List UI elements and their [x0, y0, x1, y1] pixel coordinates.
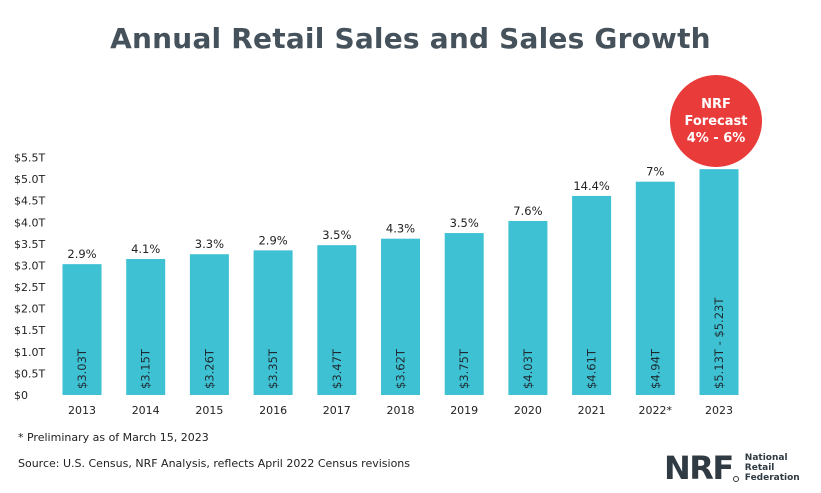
- bar: [62, 264, 102, 395]
- bar: [253, 250, 293, 395]
- x-tick-label: 2023: [705, 404, 733, 417]
- x-tick-label: 2019: [450, 404, 478, 417]
- y-axis: $0 $0.5T $1.0T $1.5T $2.0T $2.5T $3.0T $3.5T $4.…: [14, 152, 45, 403]
- nrf-logo-letters: NRF: [664, 449, 734, 487]
- value-label: $5.13T - $5.23T: [712, 297, 726, 389]
- growth-label: 4.3%: [386, 222, 415, 236]
- x-tick-label: 2018: [387, 404, 415, 417]
- growth-label: 4.1%: [131, 242, 160, 256]
- growth-label: 7%: [646, 165, 664, 179]
- y-tick-label: $5.5T: [14, 152, 45, 165]
- chart-title: Annual Retail Sales and Sales Growth: [110, 22, 711, 55]
- y-tick-label: $4.0T: [14, 216, 45, 229]
- value-label: $4.03T: [521, 348, 535, 389]
- bar: [189, 254, 229, 395]
- bar: [572, 195, 612, 395]
- nrf-logo: NRF National Retail Federation: [664, 452, 800, 484]
- growth-label: 14.4%: [573, 179, 610, 193]
- bar-chart: $0 $0.5T $1.0T $1.5T $2.0T $2.5T $3.0T $3.5T $4.…: [14, 152, 739, 417]
- growth-label: 3.5%: [450, 216, 479, 230]
- bar: [126, 258, 166, 395]
- value-label: $3.47T: [330, 348, 344, 389]
- growth-label: 3.5%: [322, 228, 351, 242]
- x-tick-label: 2021: [578, 404, 606, 417]
- y-tick-label: $5.0T: [14, 173, 45, 186]
- x-tick-label: 2017: [323, 404, 351, 417]
- value-label: $3.26T: [202, 348, 216, 389]
- bars-group: 2.9% $3.03T 4.1% $3.15T 3.3% $3.26T 2.9% $3.35T…: [62, 165, 739, 395]
- growth-label: 3.3%: [195, 237, 224, 251]
- y-tick-label: $3.0T: [14, 259, 45, 272]
- value-label: $3.62T: [394, 348, 408, 389]
- value-label: $4.94T: [648, 348, 662, 389]
- y-tick-label: $0: [14, 389, 28, 402]
- y-tick-label: $1.0T: [14, 346, 45, 359]
- value-label: $3.75T: [457, 348, 471, 389]
- bar: [444, 233, 484, 395]
- y-tick-label: $2.5T: [14, 281, 45, 294]
- x-tick-label: 2020: [514, 404, 542, 417]
- bar: [699, 169, 739, 395]
- x-tick-label: 2022*: [639, 404, 673, 417]
- value-label: $3.15T: [139, 348, 153, 389]
- y-tick-label: $0.5T: [14, 367, 45, 380]
- logo-line-federation: Federation: [744, 473, 800, 483]
- bar: [381, 238, 420, 395]
- forecast-title: NRF Forecast: [684, 96, 748, 129]
- logo-line-retail: Retail: [744, 463, 775, 473]
- forecast-range: 4% - 6%: [686, 130, 746, 146]
- y-tick-label: $4.5T: [14, 195, 45, 208]
- value-label: $3.35T: [266, 348, 280, 389]
- bar: [508, 220, 548, 395]
- x-tick-label: 2014: [132, 404, 160, 417]
- registered-dot-icon: [732, 476, 739, 482]
- x-tick-label: 2015: [195, 404, 223, 417]
- forecast-badge: NRF Forecast 4% - 6%: [670, 75, 762, 167]
- footnote-preliminary: * Preliminary as of March 15, 2023: [18, 431, 209, 444]
- value-label: $3.03T: [75, 348, 89, 389]
- y-tick-label: $1.5T: [14, 324, 45, 337]
- logo-line-national: National: [744, 453, 788, 463]
- y-tick-label: $2.0T: [14, 303, 45, 316]
- growth-label: 2.9%: [258, 233, 287, 247]
- x-tick-label: 2016: [259, 404, 287, 417]
- nrf-logo-mark: NRF: [664, 449, 739, 487]
- x-axis: 2013 2014 2015 2016 2017 2018 2019 2020 2021 2022…: [68, 404, 733, 417]
- growth-label: 2.9%: [67, 247, 96, 261]
- bar: [635, 181, 675, 395]
- growth-label: 7.6%: [513, 204, 542, 218]
- value-label: $4.61T: [585, 348, 599, 389]
- y-tick-label: $3.5T: [14, 238, 45, 251]
- x-tick-label: 2013: [68, 404, 96, 417]
- footnote-source: Source: U.S. Census, NRF Analysis, refle…: [18, 457, 411, 470]
- nrf-logo-text: National Retail Federation: [745, 453, 800, 483]
- bar: [317, 245, 357, 395]
